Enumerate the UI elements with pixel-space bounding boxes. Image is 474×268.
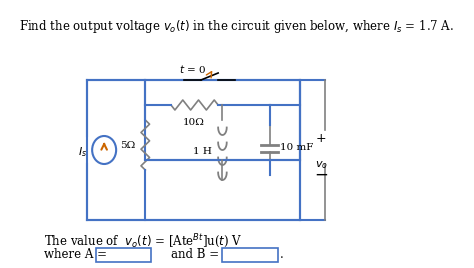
Bar xyxy=(87,80,300,220)
Text: 5Ω: 5Ω xyxy=(120,140,135,150)
Text: $I_s$: $I_s$ xyxy=(78,145,87,159)
Text: where A =: where A = xyxy=(44,248,111,261)
Text: +: + xyxy=(316,132,326,144)
Bar xyxy=(96,248,151,262)
Bar xyxy=(222,248,278,262)
Text: 1 H: 1 H xyxy=(193,147,212,157)
Text: 10 mF: 10 mF xyxy=(280,143,313,152)
Bar xyxy=(146,80,300,160)
Text: Find the output voltage $v_o(t)$ in the circuit given below, where $I_s$ = 1.7 A: Find the output voltage $v_o(t)$ in the … xyxy=(19,18,455,35)
Text: $v_o$: $v_o$ xyxy=(315,159,328,171)
Text: and B =: and B = xyxy=(171,248,223,261)
Text: −: − xyxy=(314,166,328,184)
Text: The value of  $v_o(t)$ = [Ate$^{Bt}$]u($t$) V: The value of $v_o(t)$ = [Ate$^{Bt}$]u($t… xyxy=(44,232,243,250)
Text: .: . xyxy=(280,248,283,260)
Text: $t$ = 0: $t$ = 0 xyxy=(179,63,206,75)
Text: 10Ω: 10Ω xyxy=(183,118,205,127)
Circle shape xyxy=(92,136,116,164)
